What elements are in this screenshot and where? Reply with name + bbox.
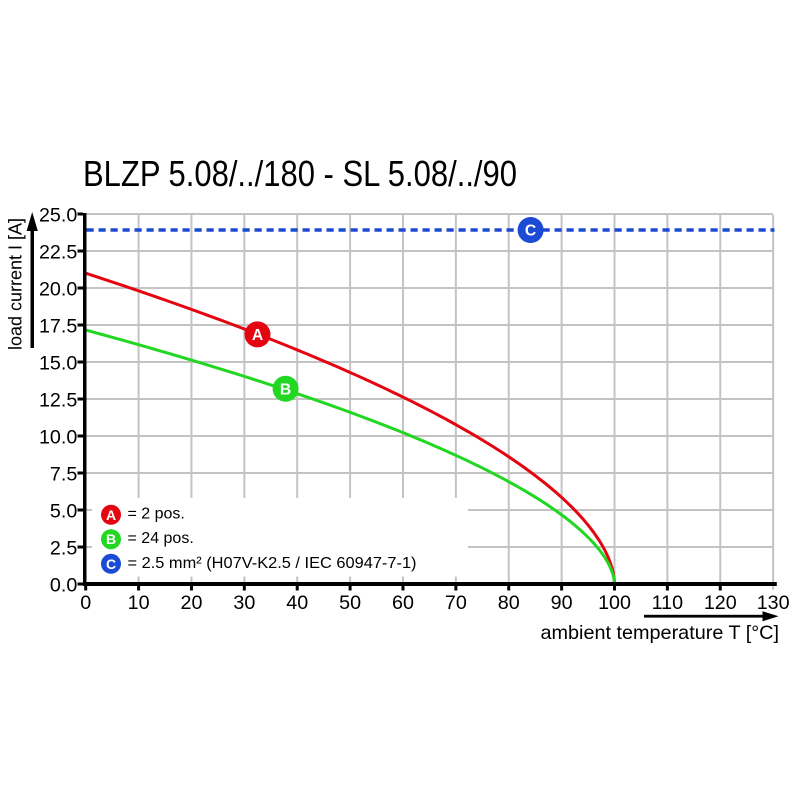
svg-text:10.0: 10.0 — [39, 426, 77, 448]
svg-text:C: C — [525, 223, 536, 240]
svg-text:100: 100 — [598, 592, 631, 614]
svg-text:C: C — [106, 556, 116, 572]
svg-text:= 2.5 mm² (H07V-K2.5 / IEC 609: = 2.5 mm² (H07V-K2.5 / IEC 60947-7-1) — [128, 555, 417, 572]
svg-text:17.5: 17.5 — [39, 315, 77, 337]
svg-text:B: B — [106, 531, 116, 547]
svg-text:70: 70 — [445, 592, 467, 614]
svg-text:110: 110 — [652, 592, 683, 614]
svg-text:10: 10 — [128, 592, 150, 614]
svg-text:15.0: 15.0 — [39, 352, 77, 374]
svg-text:ambient temperature T [°C]: ambient temperature T [°C] — [541, 622, 780, 644]
svg-text:= 2 pos.: = 2 pos. — [128, 505, 185, 522]
svg-text:20.0: 20.0 — [39, 278, 77, 300]
svg-text:0.0: 0.0 — [50, 574, 77, 596]
svg-text:22.5: 22.5 — [39, 241, 77, 263]
svg-text:80: 80 — [498, 592, 520, 614]
svg-text:load current I [A]: load current I [A] — [4, 218, 25, 350]
svg-text:A: A — [106, 507, 116, 523]
svg-text:25.0: 25.0 — [39, 204, 77, 226]
svg-text:5.0: 5.0 — [50, 500, 77, 522]
svg-text:90: 90 — [551, 592, 573, 614]
svg-text:130: 130 — [757, 592, 790, 614]
svg-text:2.5: 2.5 — [50, 537, 77, 559]
svg-text:50: 50 — [339, 592, 361, 614]
svg-text:120: 120 — [704, 592, 737, 614]
svg-text:30: 30 — [233, 592, 255, 614]
svg-text:60: 60 — [392, 592, 414, 614]
svg-text:BLZP 5.08/../180 - SL 5.08/../: BLZP 5.08/../180 - SL 5.08/../90 — [83, 153, 517, 194]
svg-text:40: 40 — [286, 592, 308, 614]
svg-text:A: A — [252, 327, 263, 344]
svg-text:0: 0 — [80, 592, 91, 614]
svg-text:= 24 pos.: = 24 pos. — [128, 530, 194, 547]
svg-text:12.5: 12.5 — [39, 389, 77, 411]
svg-text:20: 20 — [181, 592, 203, 614]
svg-text:B: B — [280, 381, 291, 398]
svg-text:7.5: 7.5 — [50, 463, 77, 485]
